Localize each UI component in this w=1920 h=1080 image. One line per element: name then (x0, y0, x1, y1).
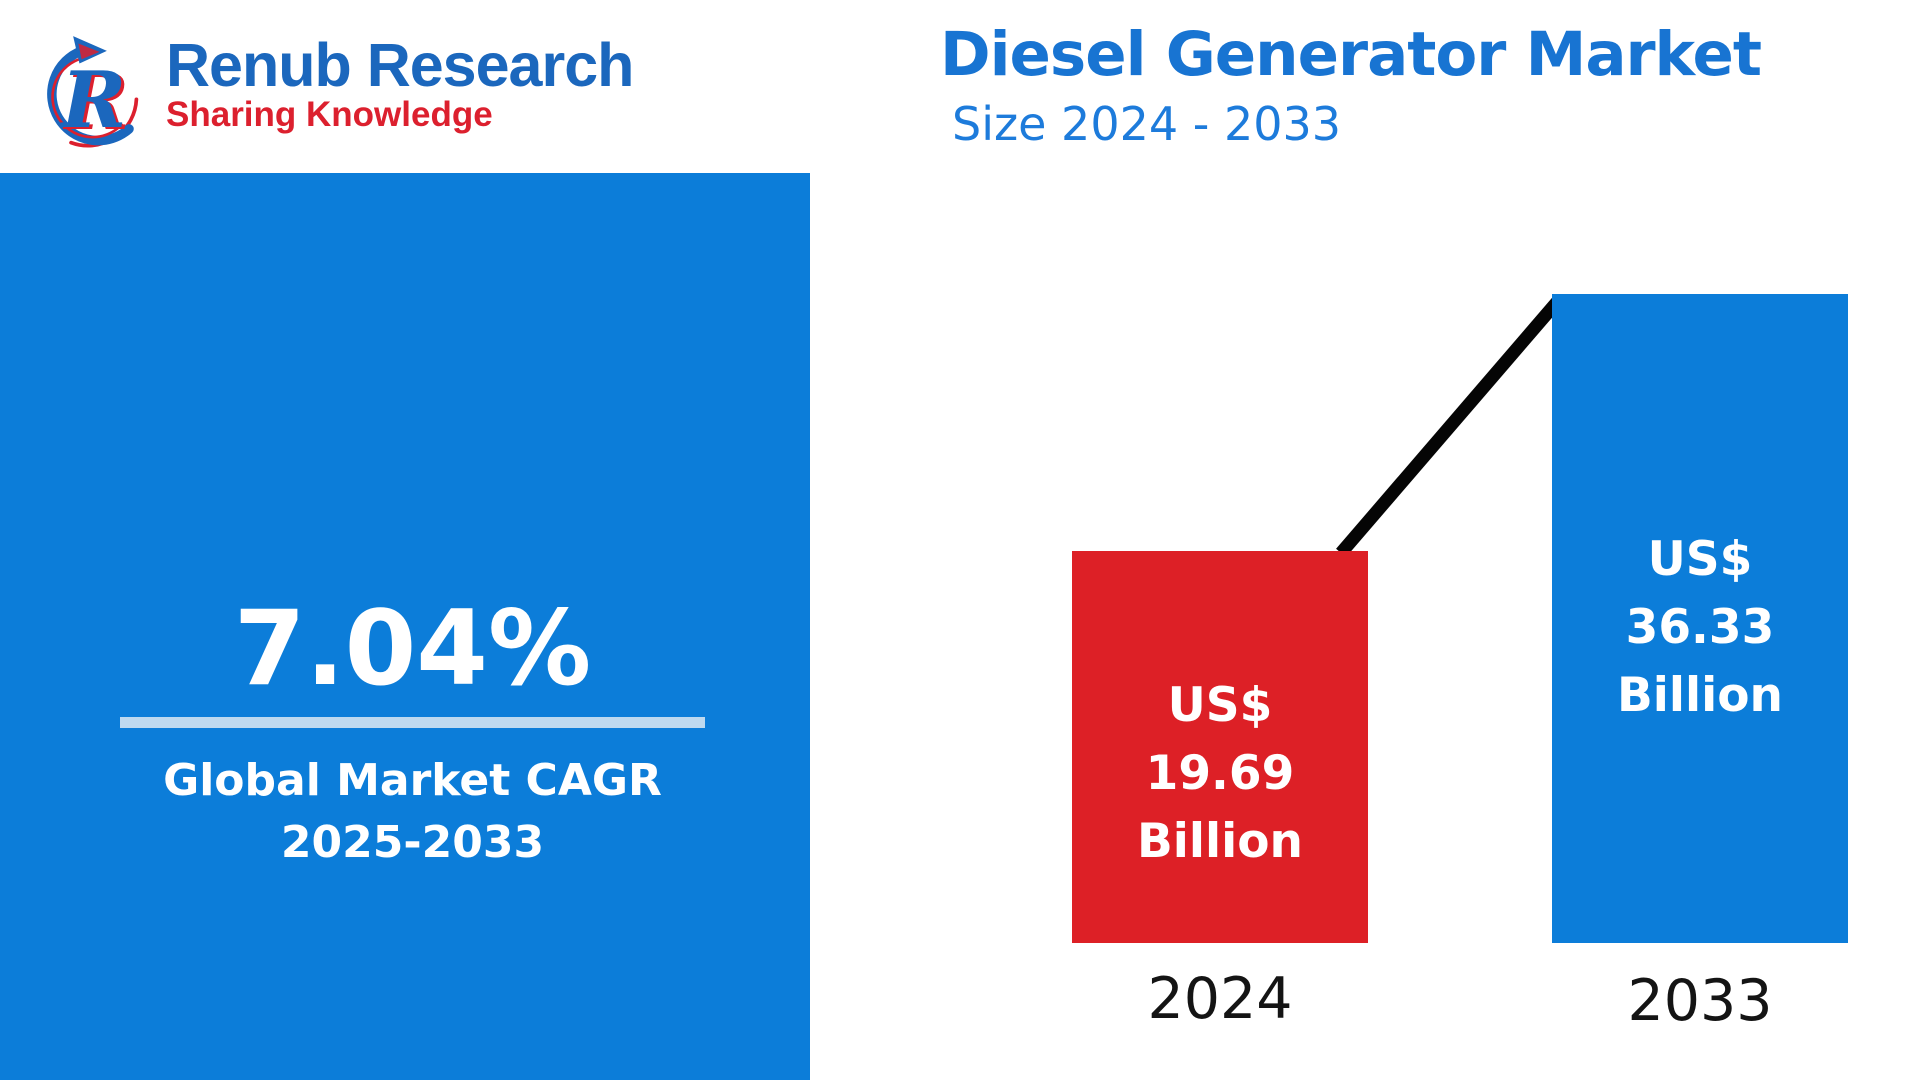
svg-text:R: R (60, 55, 127, 146)
cagr-panel: 7.04% Global Market CAGR 2025-2033 Sourc… (0, 173, 810, 1080)
bar-2033: US$ 36.33 Billion (1552, 294, 1848, 943)
brand-tagline: Sharing Knowledge (166, 95, 493, 134)
page-title: Diesel Generator Market (940, 19, 1762, 90)
cagr-label-line2: 2025-2033 (280, 817, 545, 868)
cagr-block: 7.04% Global Market CAGR 2025-2033 (120, 593, 705, 874)
bar-2024-label-line1: US$ (1167, 678, 1273, 733)
bar-2024: US$ 19.69 Billion (1072, 551, 1368, 943)
renub-logo: R R Renub Research Sharing Knowledge (26, 31, 634, 150)
bar-2033-label-line1: US$ (1647, 532, 1753, 587)
svg-text:R: R (63, 57, 130, 148)
bar-2033-label-line3: Billion (1616, 668, 1783, 723)
bar-2033-label-line2: 36.33 (1625, 600, 1775, 655)
cagr-underline (120, 717, 705, 728)
cagr-value: 7.04% (233, 589, 592, 709)
axis-label-2033: 2033 (1627, 968, 1773, 1034)
cagr-label-line1: Global Market CAGR (163, 755, 662, 806)
axis-label-2024: 2024 (1147, 966, 1293, 1032)
brand-text-block: Renub Research Sharing Knowledge (166, 31, 634, 134)
renub-logo-icon: R R (47, 36, 139, 148)
bar-2024-label-line2: 19.69 (1145, 746, 1295, 801)
header-title-block: Diesel Generator Market Size 2024 - 2033 (940, 19, 1800, 151)
cagr-label: Global Market CAGR 2025-2033 (120, 750, 705, 874)
brand-name: Renub Research (166, 31, 634, 99)
page-subtitle: Size 2024 - 2033 (952, 97, 1342, 151)
bar-2024-label-line3: Billion (1136, 814, 1303, 869)
